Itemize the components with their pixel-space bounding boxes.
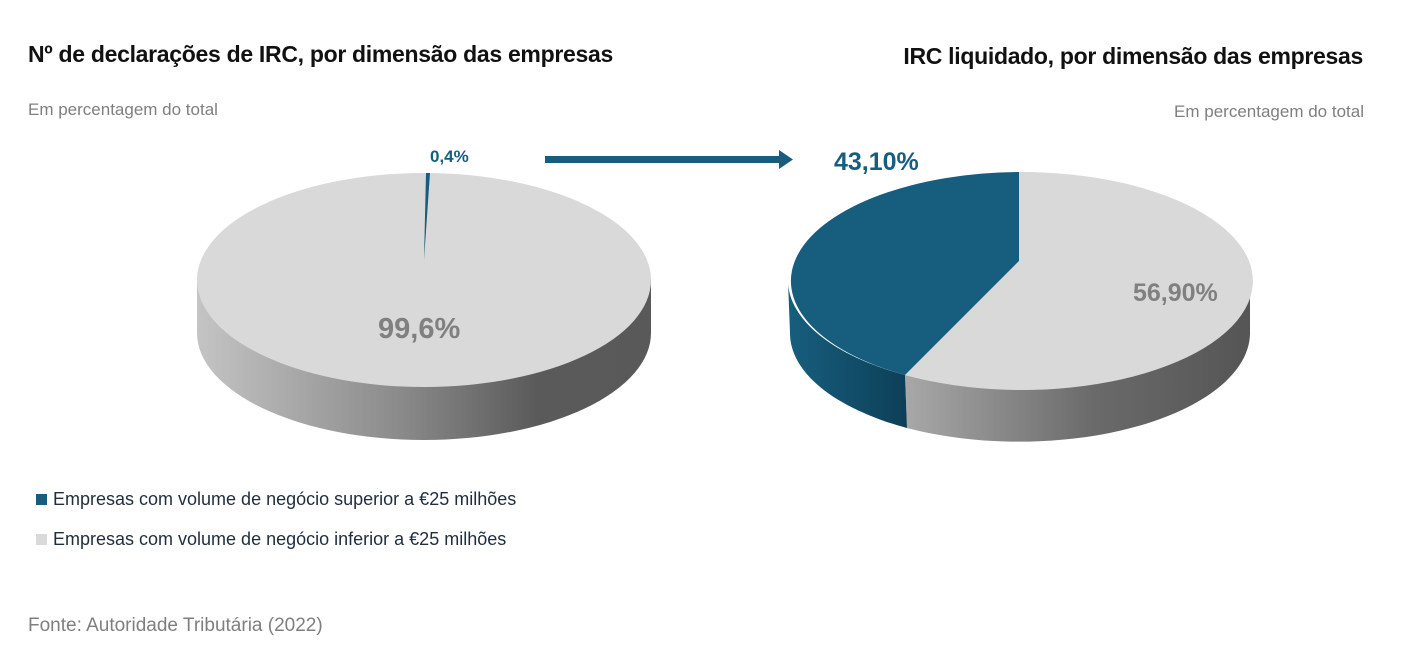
arrow-icon <box>545 150 793 169</box>
right-pie-side-grey <box>905 281 1250 442</box>
legend-item-superior: Empresas com volume de negócio superior … <box>36 489 516 510</box>
left-chart-title: Nº de declarações de IRC, por dimensão d… <box>28 41 613 67</box>
right-pie-side-blue <box>788 281 907 428</box>
legend-label-inferior: Empresas com volume de negócio inferior … <box>53 529 507 549</box>
left-pie-slice-superior <box>424 173 430 260</box>
right-chart-title: IRC liquidado, por dimensão das empresas <box>903 43 1363 69</box>
source-note: Fonte: Autoridade Tributária (2022) <box>28 615 323 636</box>
left-pie-slice-inferior <box>197 173 651 387</box>
right-label-superior: 43,10% <box>834 148 919 176</box>
legend-swatch-superior <box>36 494 47 505</box>
legend-item-inferior: Empresas com volume de negócio inferior … <box>36 529 506 550</box>
right-pie-slice-superior <box>790 172 1019 375</box>
left-label-superior: 0,4% <box>430 147 469 166</box>
left-chart-subtitle: Em percentagem do total <box>28 100 218 119</box>
right-chart-subtitle: Em percentagem do total <box>1174 102 1364 121</box>
left-pie <box>197 173 651 440</box>
legend-swatch-inferior <box>36 534 47 545</box>
right-label-inferior: 56,90% <box>1133 279 1218 307</box>
legend-label-superior: Empresas com volume de negócio superior … <box>53 489 517 509</box>
left-label-inferior: 99,6% <box>378 313 460 345</box>
right-pie <box>788 171 1253 442</box>
right-pie-slice-inferior <box>905 171 1253 390</box>
